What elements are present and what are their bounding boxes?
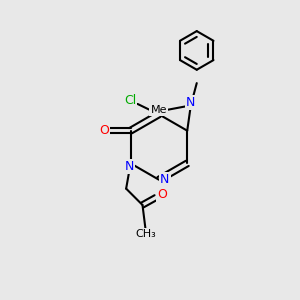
Text: N: N <box>186 96 196 109</box>
Text: O: O <box>157 188 167 201</box>
Text: N: N <box>160 173 170 186</box>
Text: N: N <box>124 160 134 173</box>
Text: Me: Me <box>150 105 167 115</box>
Text: CH₃: CH₃ <box>135 229 156 239</box>
Text: Cl: Cl <box>124 94 136 107</box>
Text: O: O <box>99 124 109 137</box>
